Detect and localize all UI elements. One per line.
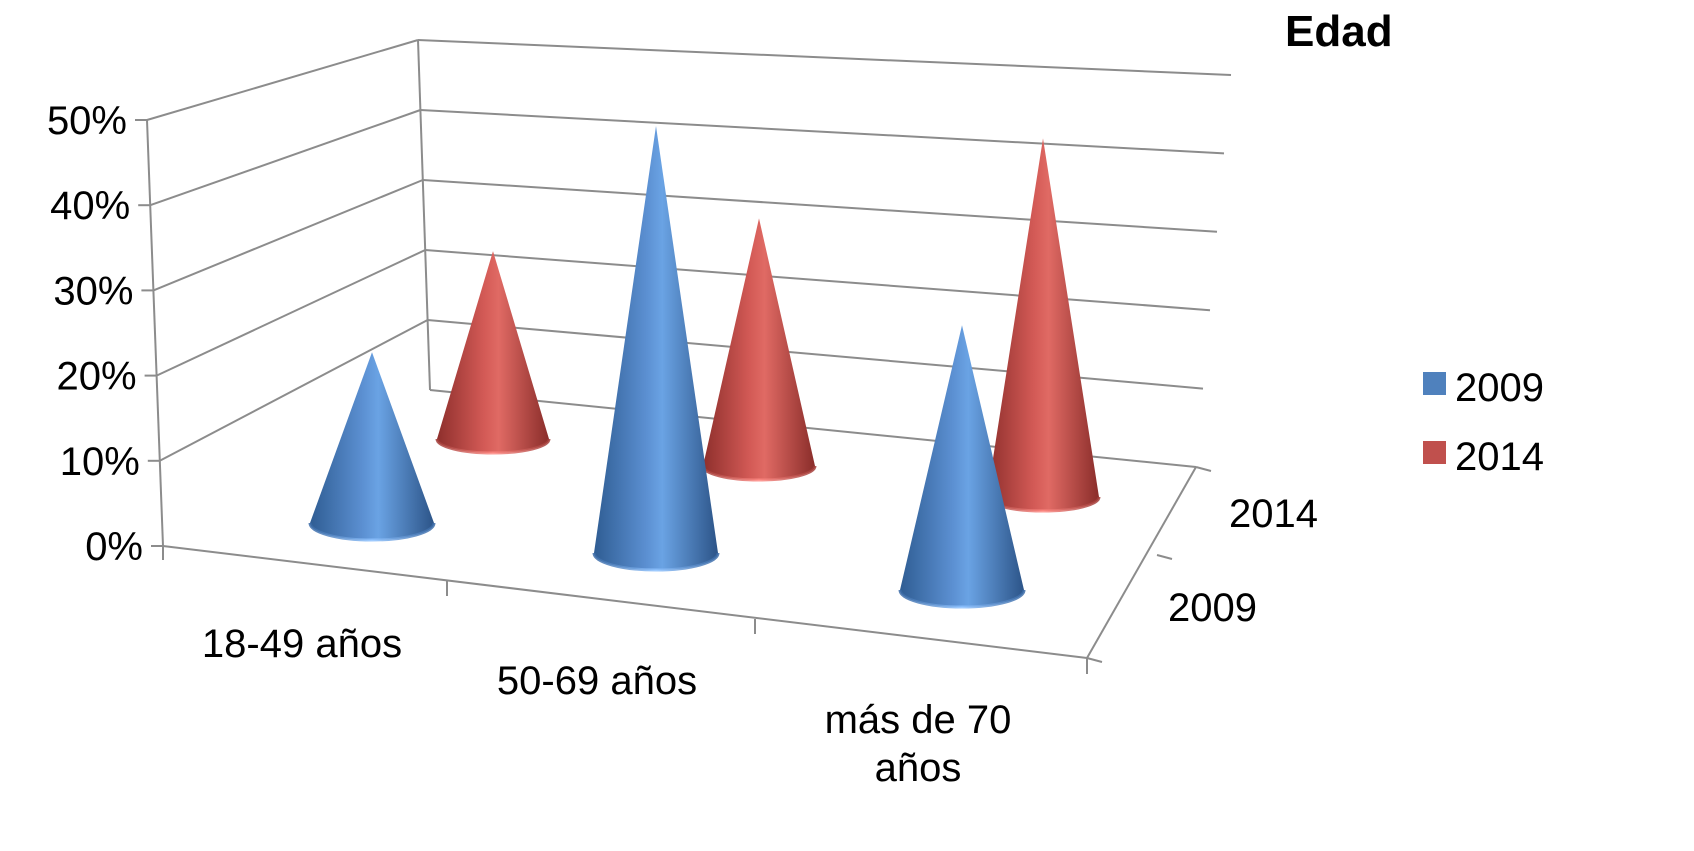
cone-body <box>987 138 1099 511</box>
cone-base <box>435 438 551 455</box>
y-tick-label: 30% <box>53 269 133 313</box>
gridline-left <box>159 319 429 462</box>
floor-front-edge <box>162 545 1088 659</box>
depth-tick <box>1156 554 1173 560</box>
y-tick-label: 20% <box>57 355 137 399</box>
floor-right-edge <box>1086 466 1197 659</box>
category-label: 50-69 años <box>497 659 697 703</box>
gridline-back <box>425 249 1211 312</box>
cone-base <box>701 465 817 482</box>
category-label: 18-49 años <box>202 622 402 666</box>
gridlines <box>135 39 1232 547</box>
cone-body <box>703 218 815 480</box>
legend-label-2009: 2009 <box>1455 366 1544 410</box>
legend: 2009 2014 <box>1423 366 1544 479</box>
legend-swatch-2009 <box>1423 372 1446 395</box>
legend-swatch-2014 <box>1423 441 1446 464</box>
y-tick-label: 50% <box>47 99 127 143</box>
back-corner-line <box>417 39 431 391</box>
depth-label-2009: 2009 <box>1168 586 1257 630</box>
cone-base <box>592 552 720 572</box>
cone-2009[interactable] <box>898 325 1026 609</box>
y-tick-label: 40% <box>50 184 130 228</box>
y-axis-line <box>146 119 164 547</box>
cone-2014[interactable] <box>985 138 1101 513</box>
depth-tick <box>1195 466 1212 472</box>
cone-base <box>898 589 1026 609</box>
cone-base <box>308 522 436 542</box>
gridline-back <box>427 319 1204 390</box>
cone-body <box>594 126 718 570</box>
gridline-back <box>420 109 1225 155</box>
cone-body <box>437 251 549 453</box>
cone-2014[interactable] <box>701 218 817 482</box>
gridline-left <box>146 39 419 121</box>
cone-2009[interactable] <box>308 352 436 542</box>
y-tick-labels: 0% 10% 20% 30% 40% 50% <box>47 99 143 569</box>
cone-2009[interactable] <box>592 126 720 572</box>
legend-item-2014[interactable]: 2014 <box>1423 435 1544 479</box>
gridline-left <box>149 109 421 207</box>
depth-tick <box>1086 657 1103 663</box>
gridline-back <box>422 179 1218 233</box>
cone-body <box>310 352 434 540</box>
cone-body <box>900 325 1024 607</box>
chart-title: Edad <box>1285 7 1393 56</box>
y-tick-label: 0% <box>85 525 143 569</box>
gridline-left <box>156 249 426 377</box>
y-tick-label: 10% <box>60 440 140 484</box>
plot-frame <box>135 39 1232 674</box>
gridline-left <box>153 179 424 292</box>
category-label: años <box>875 746 962 790</box>
cone-2014[interactable] <box>435 251 551 455</box>
cones <box>308 126 1101 609</box>
depth-label-2014: 2014 <box>1229 492 1318 536</box>
legend-item-2009[interactable]: 2009 <box>1423 366 1544 410</box>
category-label: más de 70 <box>825 698 1012 742</box>
gridline-back <box>417 39 1232 76</box>
legend-label-2014: 2014 <box>1455 435 1544 479</box>
